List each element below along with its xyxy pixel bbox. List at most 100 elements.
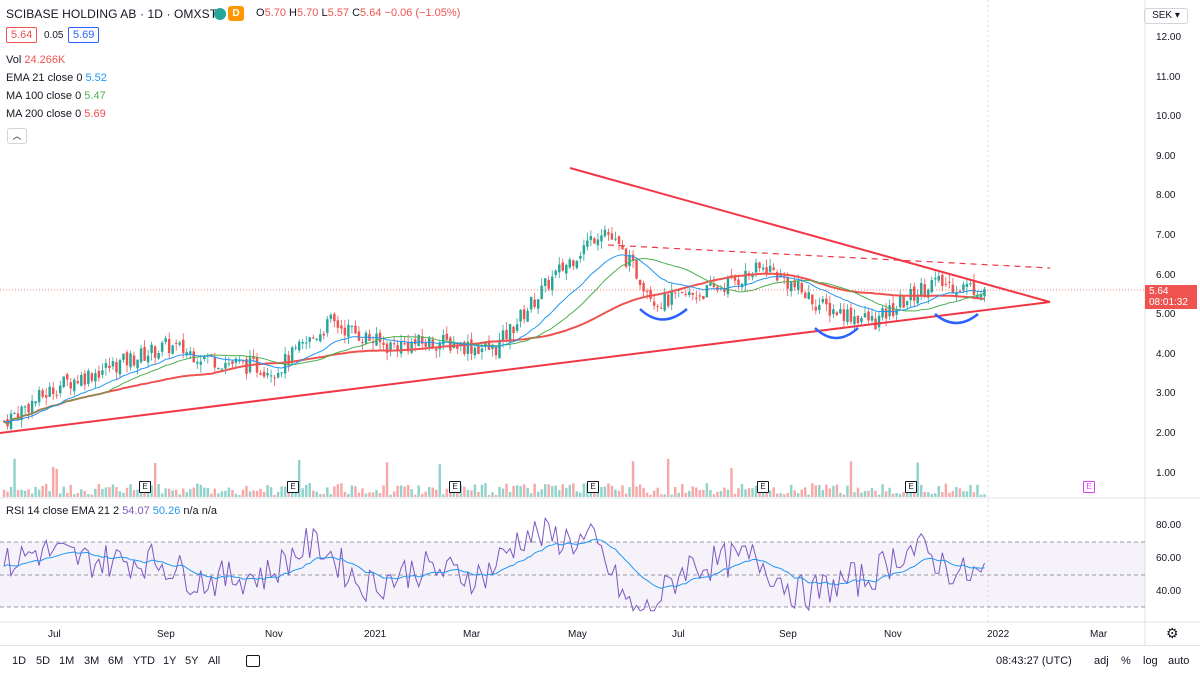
candle-body: [329, 314, 333, 319]
volume-bar: [347, 493, 350, 497]
gear-icon[interactable]: ⚙: [1166, 625, 1179, 641]
clock-time[interactable]: 08:43:27 (UTC): [996, 655, 1072, 667]
legend-ma100[interactable]: MA 100 close 0 5.47: [6, 89, 106, 103]
candle-body: [382, 342, 385, 345]
candle-body: [273, 377, 276, 379]
earnings-event-icon[interactable]: E: [449, 481, 461, 493]
volume-bar: [178, 494, 181, 497]
volume-bar: [811, 483, 814, 497]
volume-bar: [340, 483, 343, 497]
candle-body: [389, 342, 392, 351]
range-5d-button[interactable]: 5D: [36, 655, 51, 667]
candle-body: [596, 239, 600, 246]
earnings-event-icon[interactable]: E: [587, 481, 599, 493]
volume-bar: [670, 494, 673, 497]
volume-bar: [582, 483, 586, 497]
volume-bar: [48, 491, 51, 497]
legend-volume[interactable]: Vol 24.266K: [6, 53, 65, 67]
candle-body: [902, 296, 905, 308]
candle-body: [171, 345, 174, 354]
log-toggle[interactable]: log: [1143, 655, 1158, 667]
last-price-value: 5.64: [1149, 286, 1169, 297]
candle-body: [586, 240, 589, 247]
volume-bar: [944, 483, 948, 497]
open-key: O: [256, 7, 265, 19]
ask-price-box[interactable]: 5.69: [68, 27, 100, 43]
candle-body: [203, 355, 206, 360]
candle-body: [473, 347, 477, 356]
candle-body: [196, 361, 199, 364]
symbol-title[interactable]: SCIBASE HOLDING AB · 1D · OMXSTO: [6, 7, 227, 21]
volume-bar: [283, 486, 287, 497]
candle-body: [533, 299, 536, 307]
volume-bar: [659, 494, 663, 497]
volume-bar: [955, 487, 958, 497]
volume-bar: [768, 490, 772, 497]
earnings-event-icon[interactable]: E: [287, 481, 299, 493]
earnings-event-icon[interactable]: E: [757, 481, 769, 493]
candle-body: [385, 343, 389, 353]
bid-price-box[interactable]: 5.64: [6, 27, 38, 43]
range-5y-button[interactable]: 5Y: [185, 655, 199, 667]
candle-body: [301, 342, 304, 344]
volume-bar: [835, 484, 839, 497]
range-1m-button[interactable]: 1M: [59, 655, 75, 667]
volume-bar: [139, 490, 143, 497]
range-ytd-button[interactable]: YTD: [133, 655, 155, 667]
candle-body: [69, 382, 73, 389]
chart-canvas[interactable]: [0, 0, 1200, 645]
volume-bar: [101, 489, 104, 497]
range-1d-button[interactable]: 1D: [12, 655, 27, 667]
volume-bar: [818, 485, 821, 497]
earnings-event-icon[interactable]: E: [905, 481, 917, 493]
candle-body: [979, 294, 983, 298]
candle-body: [726, 278, 730, 295]
candle-body: [364, 332, 368, 344]
volume-bar: [473, 484, 477, 497]
candle-body: [860, 318, 863, 323]
candle-body: [192, 351, 196, 363]
auto-toggle[interactable]: auto: [1168, 655, 1190, 667]
collapse-legend-button[interactable]: ︿: [7, 128, 27, 144]
candle-body: [350, 325, 354, 327]
currency-selector[interactable]: SEK ▾: [1144, 8, 1188, 24]
range-all-button[interactable]: All: [208, 655, 221, 667]
legend-ema21[interactable]: EMA 21 close 0 5.52: [6, 71, 107, 85]
volume-bar: [269, 487, 273, 497]
candle-body: [139, 348, 143, 363]
volume-bar: [424, 491, 427, 497]
earnings-event-icon[interactable]: E: [139, 481, 151, 493]
volume-bar: [863, 490, 867, 497]
candle-body: [217, 368, 220, 370]
upcoming-earnings-icon[interactable]: E: [1083, 481, 1095, 493]
candle-body: [659, 307, 663, 309]
candle-body: [470, 339, 473, 354]
candle-body: [403, 343, 406, 345]
volume-bar: [322, 494, 326, 497]
candle-body: [983, 288, 986, 297]
percent-toggle[interactable]: %: [1121, 655, 1131, 667]
volume-bar: [895, 493, 898, 497]
candle-body: [343, 327, 347, 336]
volume-bar: [853, 492, 856, 497]
volume-bar: [343, 491, 347, 497]
volume-bar: [558, 490, 561, 497]
candle-body: [909, 288, 912, 301]
legend-ma200[interactable]: MA 200 close 0 5.69: [6, 107, 106, 121]
rsi-legend[interactable]: RSI 14 close EMA 21 2 54.07 50.26 n/a n/…: [6, 505, 217, 517]
candle-body: [737, 279, 740, 286]
candle-body: [435, 348, 438, 351]
volume-bar: [252, 490, 255, 497]
range-1y-button[interactable]: 1Y: [163, 655, 177, 667]
range-3m-button[interactable]: 3M: [84, 655, 100, 667]
volume-bar: [23, 490, 27, 497]
range-6m-button[interactable]: 6M: [108, 655, 124, 667]
candle-body: [199, 361, 203, 365]
calendar-range-icon[interactable]: [246, 655, 260, 667]
bottom-toolbar: 1D 5D 1M 3M 6M YTD 1Y 5Y All 08:43:27 (U…: [0, 645, 1200, 675]
adj-toggle[interactable]: adj: [1094, 655, 1109, 667]
volume-bar: [607, 483, 610, 497]
candle-body: [603, 229, 607, 237]
candle-body: [529, 296, 533, 310]
rsi-band: [0, 542, 1145, 607]
